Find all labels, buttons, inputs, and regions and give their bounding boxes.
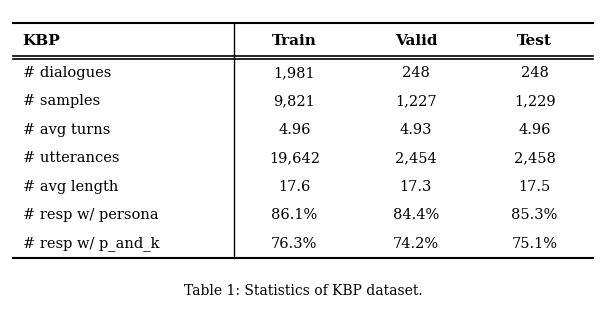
Text: # dialogues: # dialogues [22, 66, 111, 80]
Text: 248: 248 [402, 66, 430, 80]
Text: # avg turns: # avg turns [22, 123, 110, 137]
Text: # resp w/ persona: # resp w/ persona [22, 208, 158, 222]
Text: # resp w/ p_and_k: # resp w/ p_and_k [22, 236, 159, 251]
Text: Valid: Valid [395, 34, 437, 48]
Text: # avg length: # avg length [22, 180, 118, 194]
Text: 1,227: 1,227 [395, 94, 437, 108]
Text: Train: Train [272, 34, 317, 48]
Text: 2,454: 2,454 [395, 151, 437, 165]
Text: 17.3: 17.3 [400, 180, 432, 194]
Text: # samples: # samples [22, 94, 99, 108]
Text: 84.4%: 84.4% [393, 208, 439, 222]
Text: # utterances: # utterances [22, 151, 119, 165]
Text: Table 1: Statistics of KBP dataset.: Table 1: Statistics of KBP dataset. [184, 284, 422, 298]
Text: 85.3%: 85.3% [511, 208, 558, 222]
Text: 75.1%: 75.1% [511, 236, 558, 251]
Text: 4.96: 4.96 [278, 123, 310, 137]
Text: 2,458: 2,458 [514, 151, 556, 165]
Text: 1,229: 1,229 [514, 94, 556, 108]
Text: 4.93: 4.93 [400, 123, 432, 137]
Text: 248: 248 [521, 66, 548, 80]
Text: 17.5: 17.5 [519, 180, 551, 194]
Text: 9,821: 9,821 [273, 94, 315, 108]
Text: 1,981: 1,981 [273, 66, 315, 80]
Text: KBP: KBP [22, 34, 60, 48]
Text: 4.96: 4.96 [518, 123, 551, 137]
Text: 17.6: 17.6 [278, 180, 310, 194]
Text: 76.3%: 76.3% [271, 236, 318, 251]
Text: 74.2%: 74.2% [393, 236, 439, 251]
Text: Test: Test [517, 34, 552, 48]
Text: 19,642: 19,642 [269, 151, 320, 165]
Text: 86.1%: 86.1% [271, 208, 318, 222]
